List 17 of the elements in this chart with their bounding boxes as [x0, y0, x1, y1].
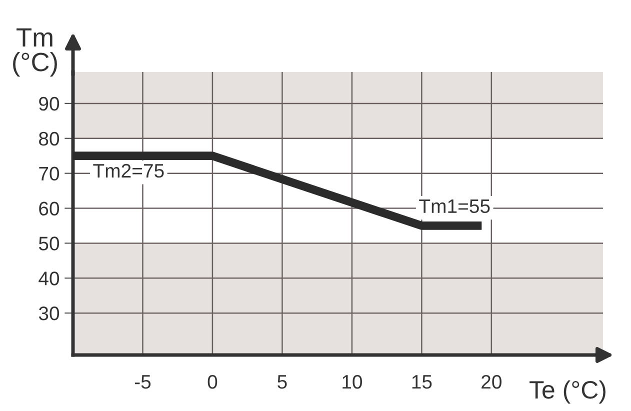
annotation: Tm1=55 — [419, 199, 490, 214]
y-tick-label: 30 — [38, 306, 60, 320]
y-tick-label: 50 — [38, 236, 60, 250]
x-axis-title: Te (°C) — [530, 380, 606, 404]
x-tick-label: 0 — [208, 374, 218, 389]
y-tick-label: 90 — [39, 96, 60, 111]
y-tick-label: 70 — [39, 166, 60, 181]
x-tick-label: 5 — [278, 375, 287, 389]
y-tick-label: 40 — [38, 272, 60, 286]
x-tick-label: -5 — [134, 375, 151, 389]
y-axis-title: Tm (°C) — [13, 28, 57, 77]
y-tick-label: 80 — [39, 132, 60, 146]
x-tick-label: 10 — [342, 374, 362, 389]
x-tick-label: 20 — [482, 374, 502, 389]
annotation: Tm2=75 — [93, 164, 164, 178]
x-tick-label: 15 — [412, 375, 432, 389]
y-tick-label: 60 — [39, 202, 60, 216]
